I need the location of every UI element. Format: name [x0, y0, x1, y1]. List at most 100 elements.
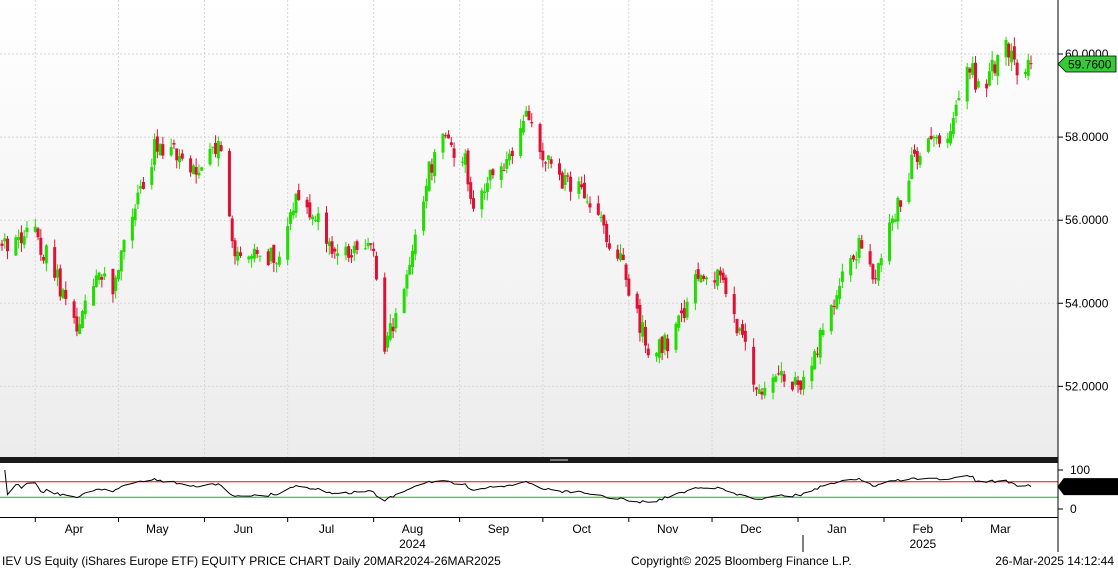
candle-down	[297, 190, 301, 200]
candle-down	[815, 353, 819, 355]
candle-down	[541, 150, 545, 161]
candle-up	[563, 174, 567, 186]
candle-up	[405, 274, 409, 289]
candle-down	[666, 338, 670, 352]
year-label: 2024	[399, 537, 426, 551]
candle-down	[718, 270, 722, 276]
candle-down	[155, 136, 159, 152]
candle-down	[724, 277, 728, 295]
candle-down	[760, 391, 764, 395]
candle-up	[247, 256, 251, 260]
candle-down	[466, 150, 470, 185]
candle-up	[3, 238, 7, 242]
candle-up	[888, 222, 892, 262]
candle-down	[6, 238, 10, 252]
candle-up	[178, 155, 182, 163]
candle-down	[580, 184, 584, 188]
panel-divider[interactable]	[0, 457, 1058, 463]
candle-up	[763, 387, 767, 396]
candle-up	[779, 370, 783, 376]
candle-up	[97, 272, 101, 281]
candle-up	[150, 167, 154, 185]
candle-up	[463, 153, 467, 165]
candle-down	[557, 163, 561, 175]
candle-down	[913, 149, 917, 154]
month-label: May	[146, 522, 169, 536]
rsi-tick-label: 0	[1070, 502, 1077, 516]
candle-down	[449, 142, 453, 145]
time-axis: Apr May Jun Jul Aug Sep Oct Nov Dec Jan Feb Mar 2024…	[34, 517, 1011, 551]
candle-down	[1007, 43, 1011, 58]
candle-up	[216, 141, 220, 159]
candle-up	[269, 247, 273, 262]
candle-up	[191, 165, 195, 175]
candle-up	[655, 352, 659, 357]
candle-down	[1029, 63, 1033, 65]
candle-up	[94, 275, 98, 287]
candle-down	[743, 330, 747, 342]
candle-up	[55, 269, 59, 278]
candle-down	[560, 172, 564, 189]
candle-up	[910, 154, 914, 179]
candle-down	[702, 275, 706, 279]
candle-down	[72, 301, 76, 318]
candle-down	[968, 68, 972, 73]
candle-down	[175, 148, 179, 161]
candle-up	[849, 258, 853, 276]
candle-up	[80, 311, 84, 328]
candle-down	[472, 198, 476, 209]
candle-down	[266, 251, 270, 266]
candle-down	[799, 380, 803, 390]
candle-up	[810, 365, 814, 382]
candle-down	[374, 255, 378, 280]
timestamp: 26-Mar-2025 14:12:44	[995, 554, 1114, 568]
candle-down	[713, 280, 717, 283]
candle-down	[643, 326, 647, 346]
rsi-last-tag	[1057, 478, 1118, 496]
candle-down	[544, 162, 548, 164]
candle-up	[480, 190, 484, 210]
copyright: Copyright© 2025 Bloomberg Finance L.P.	[631, 554, 852, 568]
candle-down	[452, 148, 456, 158]
month-label: Jan	[827, 522, 846, 536]
candle-up	[918, 155, 922, 165]
candle-down	[239, 252, 243, 256]
candle-up	[136, 192, 140, 205]
candle-up	[677, 315, 681, 328]
candle-up	[802, 376, 806, 390]
candle-down	[596, 203, 600, 215]
candle-up	[990, 59, 994, 72]
candle-down	[752, 346, 756, 385]
candle-down	[349, 255, 353, 258]
candle-down	[782, 374, 786, 382]
candle-up	[693, 274, 697, 304]
month-label: Oct	[572, 522, 591, 536]
candle-up	[103, 273, 107, 277]
candle-down	[621, 254, 625, 261]
candle-up	[422, 201, 426, 231]
candle-up	[793, 377, 797, 385]
candle-up	[949, 131, 953, 144]
candle-down	[369, 243, 373, 245]
candle-up	[738, 328, 742, 331]
candle-down	[444, 135, 448, 137]
candle-up	[821, 329, 825, 336]
candle-up	[294, 193, 298, 214]
price-tick-label: 58.0000	[1065, 130, 1109, 144]
candle-up	[286, 225, 290, 260]
candle-up	[818, 330, 822, 358]
rsi-panel	[0, 469, 1058, 504]
candle-up	[291, 210, 295, 216]
grid	[0, 0, 1058, 457]
divider-grip[interactable]	[550, 459, 568, 461]
candle-up	[704, 277, 708, 280]
rsi-line	[4, 469, 1032, 504]
candle-up	[336, 253, 340, 257]
month-label: Jun	[234, 522, 253, 536]
candle-up	[424, 185, 428, 202]
candle-down	[308, 202, 312, 218]
candle-down	[189, 158, 193, 173]
candle-up	[133, 208, 137, 221]
candle-down	[0, 243, 4, 246]
candle-up	[771, 377, 775, 393]
